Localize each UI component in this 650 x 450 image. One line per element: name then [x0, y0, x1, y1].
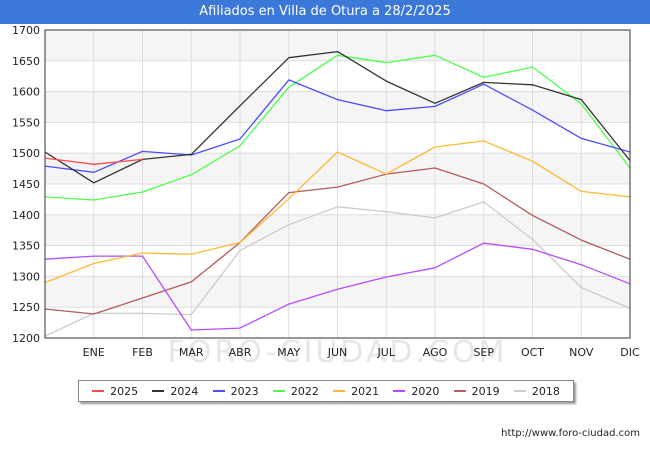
x-tick-label: MAR [179, 346, 204, 359]
legend-label: 2021 [351, 384, 380, 398]
legend-item-2019: 2019 [453, 384, 500, 398]
legend-label: 2024 [170, 384, 199, 398]
y-tick-label: 1350 [12, 240, 40, 253]
y-tick-label: 1200 [12, 332, 40, 345]
series-line-2025 [44, 157, 143, 165]
series-line-2018 [44, 201, 631, 337]
series-line-2023 [44, 79, 631, 173]
y-tick-label: 1250 [12, 301, 40, 314]
x-tick-label: FEB [132, 346, 153, 359]
legend-swatch [92, 390, 105, 392]
legend-swatch [272, 390, 285, 392]
y-tick-label: 1700 [12, 24, 40, 37]
legend-swatch [212, 390, 225, 392]
y-tick-label: 1400 [12, 209, 40, 222]
legend-label: 2023 [230, 384, 259, 398]
y-tick-label: 1650 [12, 55, 40, 68]
x-tick-label: AGO [423, 346, 448, 359]
legend-label: 2022 [290, 384, 319, 398]
x-tick-label: MAY [277, 346, 300, 359]
legend-label: 2025 [110, 384, 139, 398]
legend-item-2023: 2023 [212, 384, 259, 398]
y-tick-label: 1550 [12, 116, 40, 129]
series-line-2022 [44, 54, 631, 201]
x-tick-label: JUL [377, 346, 396, 359]
y-tick-label: 1600 [12, 86, 40, 99]
x-tick-label: ABR [229, 346, 252, 359]
x-tick-label: JUN [327, 346, 348, 359]
x-tick-label: DIC [620, 346, 640, 359]
legend-swatch [152, 390, 165, 392]
series-line-2019 [44, 167, 631, 315]
legend-swatch [393, 390, 406, 392]
legend-item-2024: 2024 [152, 385, 198, 398]
legend-item-2022: 2022 [272, 384, 319, 398]
x-tick-label: SEP [473, 346, 494, 359]
legend-swatch [513, 390, 526, 392]
watermark: FORO-CIUDAD.COM [168, 335, 508, 370]
series-line-2021 [44, 140, 631, 284]
legend-label: 2018 [531, 384, 560, 398]
legend-swatch [333, 390, 346, 392]
chart-title: Afiliados en Villa de Otura a 28/2/2025 [0, 0, 650, 24]
x-tick-label: ENE [83, 346, 105, 359]
legend-label: 2020 [411, 384, 440, 398]
y-tick-label: 1450 [12, 178, 40, 191]
series-line-2020 [44, 242, 631, 331]
legend-label: 2019 [471, 384, 500, 398]
y-tick-label: 1300 [12, 270, 40, 283]
legend-item-2021: 2021 [333, 385, 379, 398]
legend-item-2020: 2020 [393, 385, 439, 398]
legend-swatch [453, 390, 466, 392]
x-tick-label: OCT [521, 346, 544, 359]
plot-frame [44, 29, 631, 339]
footer-url[interactable]: http://www.foro-ciudad.com [501, 428, 640, 439]
y-tick-label: 1500 [12, 147, 40, 160]
legend-item-2025: 2025 [92, 385, 138, 398]
chart-legend: 2025 2024 2023 2022 2021 2020 2019 2018 [78, 380, 574, 402]
legend-item-2018: 2018 [513, 384, 560, 398]
x-tick-label: NOV [569, 346, 594, 359]
